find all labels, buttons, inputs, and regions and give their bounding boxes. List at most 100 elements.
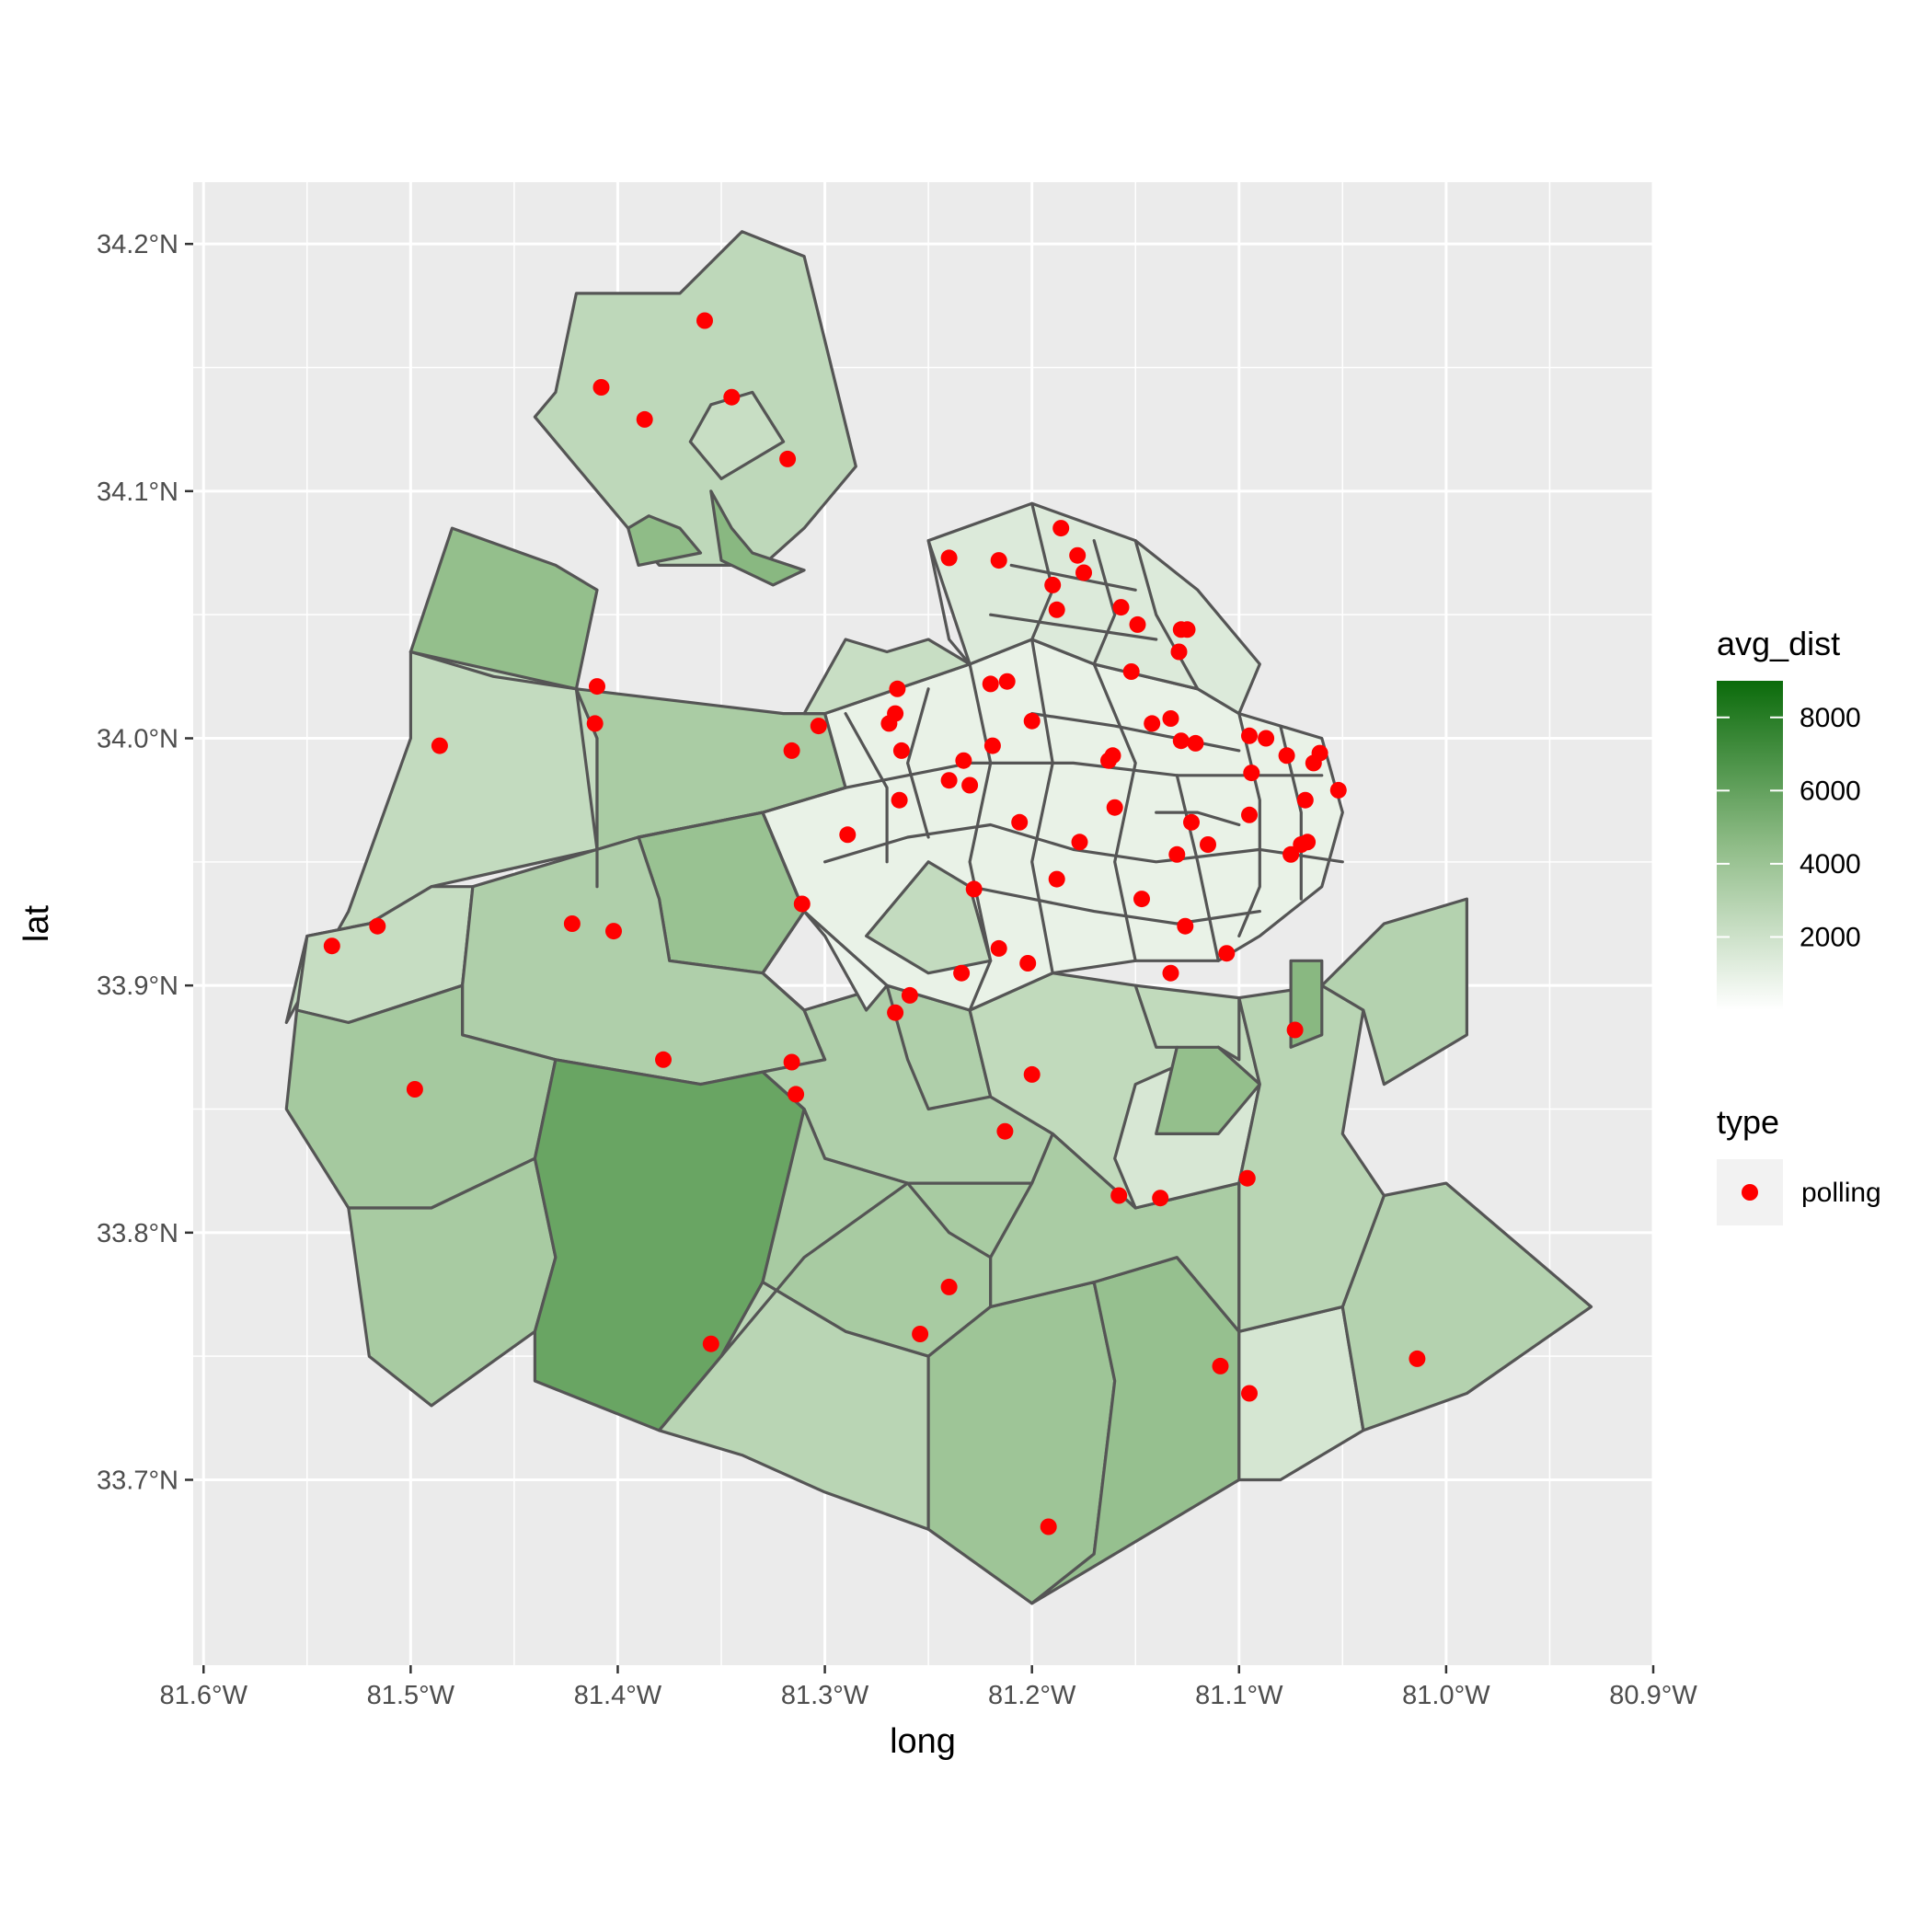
tract-east-4 (1155, 1045, 1261, 1136)
polling-point (1122, 663, 1140, 680)
polling-point (940, 1278, 958, 1295)
tract-core-3 (802, 638, 972, 716)
polling-point (810, 718, 827, 735)
polling-point (1241, 1385, 1258, 1402)
x-tick-label: 80.9°W (1609, 1681, 1697, 1710)
polling-point (1170, 643, 1188, 661)
tract-boundary-line (1092, 538, 1137, 962)
tract-boundary-line (844, 711, 889, 864)
polling-point (783, 742, 800, 759)
polling-point (996, 1122, 1014, 1140)
polling-point (892, 742, 910, 759)
tract-boundary-line (885, 983, 993, 1111)
polling-point (887, 1004, 904, 1021)
polling-point (1075, 564, 1092, 581)
point-legend-title: type (1717, 1103, 1779, 1141)
polling-point (839, 826, 857, 844)
polling-point (965, 880, 983, 898)
tract-core-4 (802, 909, 889, 1012)
polling-point (1052, 520, 1070, 537)
tract-boundary-line (989, 613, 1158, 641)
tract-boundary-line (719, 1181, 910, 1358)
polling-points (323, 312, 1426, 1535)
polling-point (1100, 752, 1117, 769)
polling-point (589, 678, 605, 696)
fill-legend: avg_dist 2000 4000 6000 8000 (1717, 625, 1861, 1010)
polling-point (982, 675, 999, 693)
polling-point (990, 939, 1007, 957)
tract-boundary-line (1030, 711, 1241, 753)
polling-point (1286, 1021, 1304, 1039)
polling-point (1241, 806, 1258, 823)
tract-boundary-line (1237, 711, 1261, 938)
polling-point (1409, 1350, 1426, 1367)
fill-legend-colorbar (1717, 681, 1783, 1010)
y-tick-label: 33.7°N (97, 1466, 178, 1496)
polling-point (1106, 799, 1123, 816)
polling-point (983, 737, 1001, 754)
polling-point (889, 680, 906, 697)
polling-point (1152, 1190, 1169, 1207)
polling-point (1243, 765, 1260, 782)
polling-point (431, 737, 448, 754)
tract-core-2 (926, 501, 1261, 716)
tract-boundary-line (1216, 995, 1241, 1062)
polling-point (940, 549, 958, 567)
point-legend: type polling (1717, 1103, 1881, 1225)
polling-point (901, 986, 918, 1004)
polling-point (1133, 891, 1150, 908)
tract-boundary-line (1030, 501, 1054, 975)
tract-boundary-line (574, 687, 599, 889)
polling-point (1177, 917, 1194, 935)
x-tick-label: 81.5°W (367, 1681, 455, 1710)
polling-point (586, 715, 604, 732)
polling-point (1048, 870, 1065, 888)
legend-break-label: 8000 (1800, 703, 1861, 733)
polling-point (1162, 710, 1179, 727)
polling-point (1258, 730, 1275, 747)
x-axis-ticks: 81.6°W 81.5°W 81.4°W 81.3°W 81.2°W 81.1°W 81.0… (160, 1665, 1697, 1710)
polling-point (783, 1053, 800, 1071)
y-tick-label: 34.1°N (97, 477, 178, 507)
polling-point (880, 715, 898, 732)
tract-boundary-line (1175, 774, 1220, 962)
tract-boundary-line (1009, 563, 1137, 592)
fill-legend-title: avg_dist (1717, 625, 1840, 662)
y-tick-label: 34.2°N (97, 230, 178, 259)
tract-boundary-line (968, 885, 1261, 926)
polling-point (369, 917, 386, 935)
polling-point (1162, 964, 1179, 982)
polling-point (1071, 834, 1088, 851)
polling-point (1296, 791, 1314, 809)
polling-point (912, 1326, 929, 1342)
polling-point (1044, 576, 1062, 593)
tract-north-4 (688, 390, 786, 481)
tract-core-5 (864, 860, 993, 975)
polling-point (961, 776, 979, 794)
polling-point (998, 673, 1016, 690)
polling-point (940, 772, 958, 789)
polling-point (323, 937, 340, 955)
x-tick-label: 81.3°W (781, 1681, 869, 1710)
polling-point (891, 791, 908, 809)
point-legend-marker (1742, 1184, 1758, 1201)
tract-boundary-line (1133, 983, 1179, 1049)
polling-point (1212, 1357, 1229, 1374)
polling-point (1040, 1518, 1057, 1535)
polling-point (1019, 955, 1037, 972)
polling-point (1329, 781, 1347, 799)
polling-point (1023, 1065, 1041, 1083)
x-tick-label: 81.0°W (1402, 1681, 1490, 1710)
tract-north-2 (627, 514, 703, 568)
polling-point (779, 450, 797, 467)
polling-point (723, 388, 741, 406)
tract-boundary-line (905, 687, 930, 839)
polling-point (788, 1086, 805, 1103)
polling-point (990, 552, 1007, 569)
x-tick-label: 81.6°W (160, 1681, 248, 1710)
legend-break-label: 6000 (1800, 776, 1861, 806)
legend-break-label: 4000 (1800, 849, 1861, 880)
y-tick-label: 34.0°N (97, 725, 178, 754)
tract-boundary-line (926, 538, 993, 1012)
